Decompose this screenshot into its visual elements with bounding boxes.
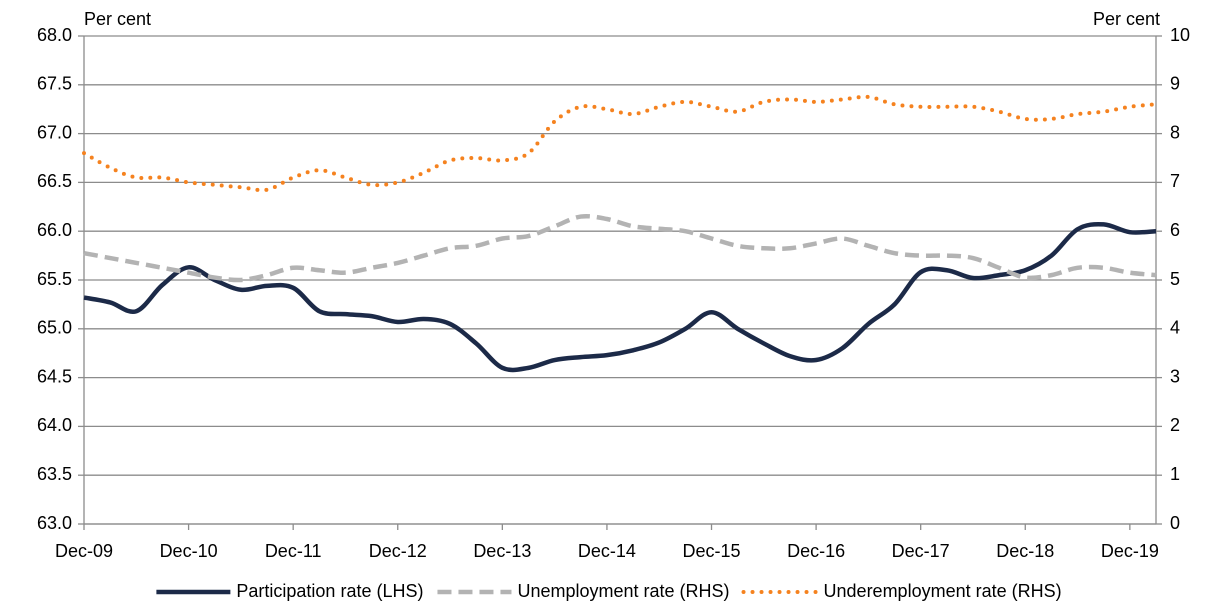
y2-tick-label: 5 [1170,269,1180,289]
x-tick-label: Dec-19 [1101,541,1159,561]
x-tick-label: Dec-13 [473,541,531,561]
y-tick-label: 63.5 [37,464,72,484]
y2-tick-label: 8 [1170,122,1180,142]
x-tick-label: Dec-18 [996,541,1054,561]
legend-label: Participation rate (LHS) [236,581,423,601]
y2-tick-label: 1 [1170,464,1180,484]
y2-tick-label: 6 [1170,220,1180,240]
series-line [82,94,1158,193]
y2-tick-label: 2 [1170,415,1180,435]
x-tick-label: Dec-14 [578,541,636,561]
y2-axis-label: Per cent [1093,9,1160,29]
y-tick-label: 65.5 [37,269,72,289]
x-tick-label: Dec-12 [369,541,427,561]
y-tick-label: 68.0 [37,25,72,45]
y2-tick-label: 4 [1170,318,1180,338]
y2-tick-label: 7 [1170,171,1180,191]
y-tick-label: 63.0 [37,513,72,533]
y-tick-label: 67.0 [37,122,72,142]
series-line [83,213,1157,283]
x-tick-label: Dec-16 [787,541,845,561]
x-tick-label: Dec-09 [55,541,113,561]
y-tick-label: 67.5 [37,74,72,94]
x-tick-label: Dec-15 [682,541,740,561]
x-tick-label: Dec-10 [160,541,218,561]
y-tick-label: 66.5 [37,171,72,191]
y-tick-label: 64.0 [37,415,72,435]
series-line [83,221,1157,373]
legend-label: Unemployment rate (RHS) [517,581,729,601]
y-axis-label: Per cent [84,9,151,29]
x-tick-label: Dec-17 [892,541,950,561]
y-tick-label: 66.0 [37,220,72,240]
legend-label: Underemployment rate (RHS) [824,581,1062,601]
y2-tick-label: 3 [1170,366,1180,386]
x-tick-label: Dec-11 [265,541,322,561]
y2-tick-label: 0 [1170,513,1180,533]
y2-tick-label: 9 [1170,74,1180,94]
y-tick-label: 64.5 [37,366,72,386]
y2-tick-label: 10 [1170,25,1190,45]
y-tick-label: 65.0 [37,318,72,338]
